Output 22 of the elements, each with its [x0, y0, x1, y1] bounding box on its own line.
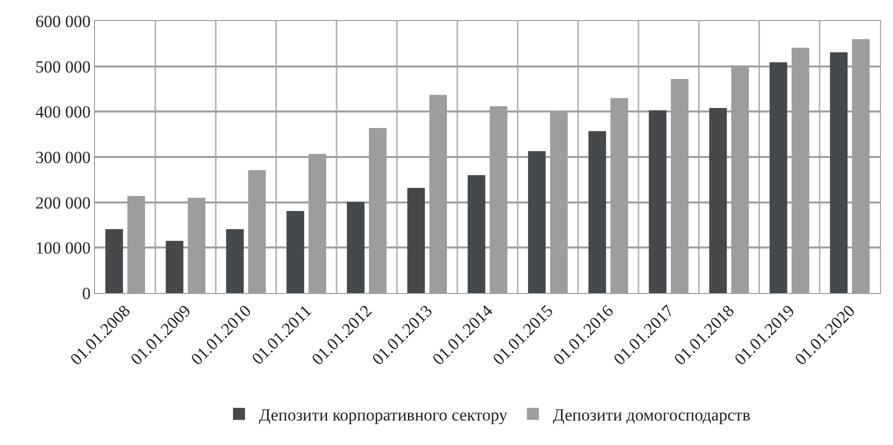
- bar: [830, 52, 848, 293]
- bar: [105, 229, 123, 293]
- y-tick-label: 600 000: [35, 12, 91, 31]
- y-tick-label: 200 000: [35, 193, 91, 212]
- bar: [709, 108, 727, 293]
- bar: [468, 175, 486, 293]
- y-tick-label: 100 000: [35, 238, 91, 258]
- y-tick-label: 0: [82, 284, 91, 303]
- bar: [166, 240, 184, 293]
- bar: [407, 188, 425, 293]
- bar: [528, 151, 546, 293]
- bar: [286, 210, 304, 293]
- bar: [588, 131, 606, 293]
- bar: [346, 202, 365, 293]
- y-tick-label: 300 000: [35, 148, 91, 167]
- legend-label: Депозити домогосподарств: [552, 406, 750, 425]
- bar: [770, 62, 788, 293]
- bar: [226, 229, 244, 293]
- y-tick-label: 400 000: [35, 102, 91, 122]
- legend-label: Депозити корпоративного сектору: [259, 406, 508, 425]
- y-tick-label: 500 000: [35, 57, 91, 76]
- bar: [648, 110, 666, 293]
